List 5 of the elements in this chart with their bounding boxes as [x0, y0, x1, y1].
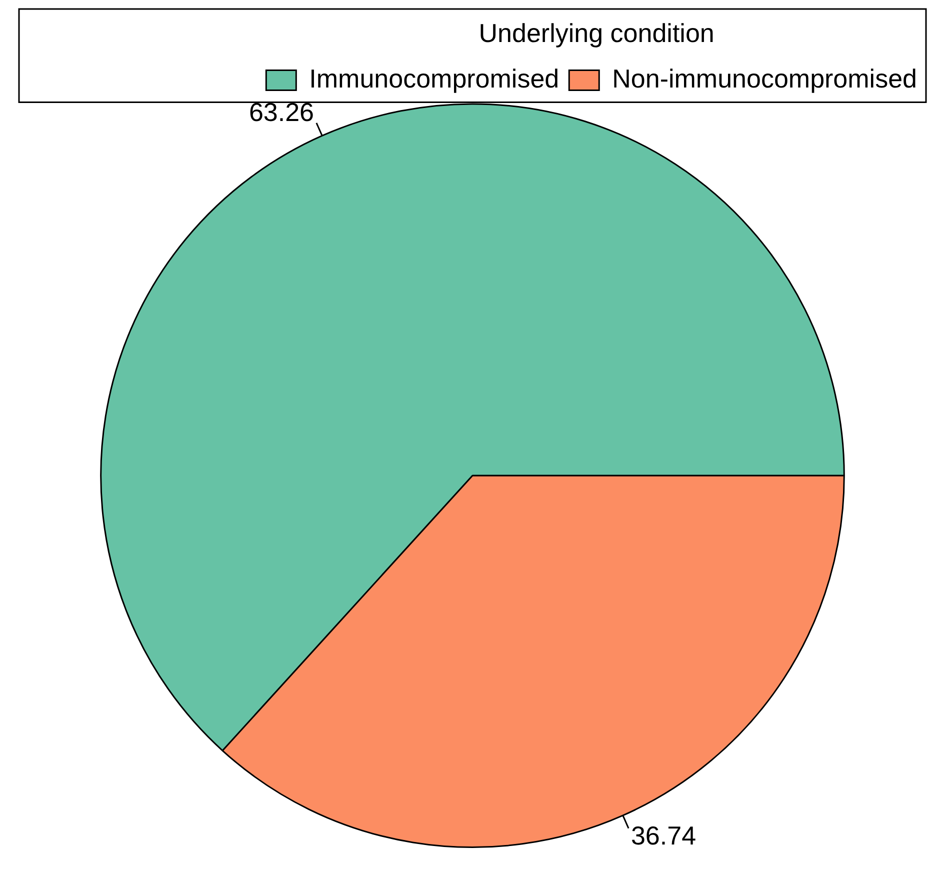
data-label: 63.26 [248, 96, 314, 127]
legend-label: Non-immunocompromised [612, 63, 918, 94]
legend-label: Immunocompromised [309, 63, 560, 94]
legend-title: Underlying condition [478, 18, 714, 48]
data-label: 36.74 [630, 820, 696, 851]
